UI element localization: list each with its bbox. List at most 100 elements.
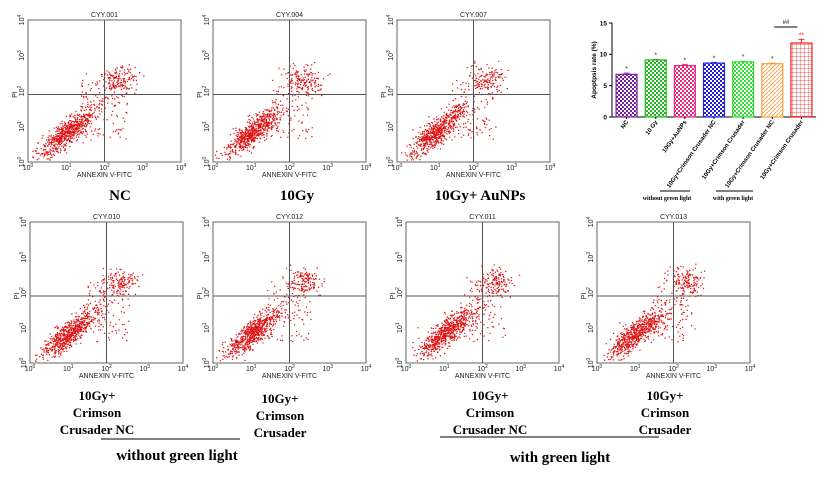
event-dot <box>123 96 125 98</box>
event-dot <box>423 132 425 135</box>
event-dot <box>124 277 126 279</box>
x-tick-label: 101 <box>63 364 74 373</box>
event-dot <box>60 348 62 351</box>
event-dot <box>264 309 266 312</box>
event-dot <box>114 77 116 79</box>
event-dot <box>51 156 53 158</box>
event-dot <box>111 287 114 289</box>
event-dot <box>118 274 121 276</box>
x-tick-label: 103 <box>139 364 150 373</box>
event-dot <box>270 323 272 326</box>
event-dot <box>114 130 117 132</box>
event-dot <box>112 83 114 85</box>
event-dot <box>470 65 473 67</box>
event-dot <box>74 118 77 121</box>
event-dot <box>247 132 250 134</box>
event-dot <box>235 134 237 136</box>
event-dot <box>303 274 306 276</box>
event-dot <box>76 125 79 128</box>
event-dot <box>477 73 479 75</box>
event-dot <box>76 131 79 133</box>
event-dot <box>428 128 430 130</box>
event-dot <box>295 72 297 74</box>
event-dot <box>95 311 97 313</box>
event-dot <box>291 340 294 343</box>
event-dot <box>297 309 300 312</box>
event-dot <box>79 129 81 131</box>
event-dot <box>98 322 100 324</box>
event-dot <box>281 74 283 76</box>
event-dot <box>71 133 73 135</box>
event-dot <box>125 290 127 292</box>
event-dot <box>291 105 293 108</box>
event-dot <box>310 72 312 74</box>
y-tick-label: 101 <box>202 121 211 132</box>
event-dot <box>443 127 445 129</box>
event-dot <box>57 335 59 337</box>
event-dot <box>120 88 123 91</box>
event-dot <box>102 291 105 293</box>
event-dot <box>290 299 293 301</box>
x-tick-label: 100 <box>23 163 34 172</box>
event-dot <box>249 134 251 137</box>
event-dot <box>90 104 93 106</box>
event-dot <box>243 134 245 136</box>
event-dot <box>54 350 56 353</box>
event-dot <box>433 118 435 120</box>
event-dot <box>484 305 486 307</box>
event-dot <box>134 282 137 285</box>
event-dot <box>472 317 474 320</box>
event-dot <box>479 69 481 71</box>
event-dot <box>270 329 273 332</box>
event-dot <box>298 289 301 291</box>
event-dot <box>77 334 80 336</box>
x-tick-label: 104 <box>178 364 189 373</box>
event-dot <box>123 311 126 314</box>
event-dot <box>439 118 441 121</box>
event-dot <box>82 127 85 130</box>
event-dot <box>439 335 441 338</box>
event-dot <box>70 345 73 348</box>
event-dot <box>237 136 239 138</box>
event-dot <box>315 85 317 87</box>
event-dot <box>250 325 252 327</box>
y-tick-label: 101 <box>17 121 26 132</box>
event-dot <box>260 133 263 135</box>
x-tick-label: 104 <box>361 163 372 172</box>
event-dot <box>84 134 86 136</box>
event-dot <box>69 344 71 347</box>
event-dot <box>446 106 448 109</box>
event-dot <box>465 96 467 98</box>
event-dot <box>113 287 115 289</box>
event-dot <box>72 132 75 134</box>
event-dot <box>480 298 482 300</box>
event-dot <box>257 329 259 331</box>
x-tick-label: 101 <box>430 163 441 172</box>
event-dot <box>250 339 253 341</box>
event-dot <box>275 291 277 293</box>
event-dot <box>71 124 74 126</box>
event-dot <box>60 329 62 331</box>
event-dot <box>117 77 120 80</box>
event-dot <box>440 139 442 142</box>
event-dot <box>117 271 119 273</box>
event-dot <box>290 88 293 90</box>
event-dot <box>260 327 263 329</box>
event-dot <box>59 151 62 153</box>
event-dot <box>61 335 63 337</box>
x-tick-label: 104 <box>545 163 556 172</box>
event-dot <box>415 141 417 144</box>
event-dot <box>493 85 496 88</box>
event-dot <box>486 86 489 88</box>
event-dot <box>485 117 487 119</box>
event-dot <box>281 109 284 111</box>
event-dot <box>477 68 480 71</box>
event-dot <box>462 123 465 125</box>
event-dot <box>122 277 125 279</box>
event-dot <box>310 278 312 280</box>
event-dot <box>48 354 51 356</box>
event-dot <box>130 274 132 276</box>
event-dot <box>83 115 86 118</box>
event-dot <box>126 112 128 114</box>
event-dot <box>107 303 110 305</box>
